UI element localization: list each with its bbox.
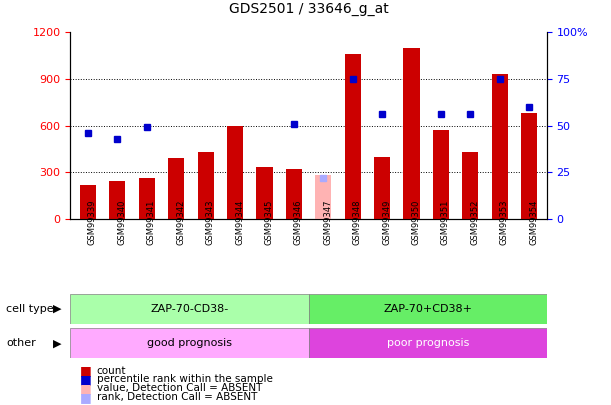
Bar	[315, 175, 331, 219]
Bar	[309, 328, 547, 358]
Text: ■: ■	[79, 364, 91, 377]
Text: GSM99354: GSM99354	[529, 199, 538, 245]
Bar	[345, 54, 360, 219]
Text: value, Detection Call = ABSENT: value, Detection Call = ABSENT	[97, 384, 262, 393]
Text: poor prognosis: poor prognosis	[387, 338, 469, 348]
Text: GSM99351: GSM99351	[441, 199, 450, 245]
Bar	[309, 294, 547, 324]
Text: ZAP-70+CD38+: ZAP-70+CD38+	[383, 304, 472, 314]
Text: GSM99352: GSM99352	[470, 199, 480, 245]
Bar	[463, 152, 478, 219]
Bar	[403, 48, 420, 219]
Bar	[197, 152, 214, 219]
Text: GSM99339: GSM99339	[88, 199, 97, 245]
Text: GSM99340: GSM99340	[117, 199, 126, 245]
Text: GSM99346: GSM99346	[294, 199, 303, 245]
Bar	[433, 130, 449, 219]
Bar	[139, 178, 155, 219]
Text: GDS2501 / 33646_g_at: GDS2501 / 33646_g_at	[229, 2, 389, 16]
Text: ■: ■	[79, 382, 91, 395]
Bar	[109, 181, 125, 219]
Text: GSM99344: GSM99344	[235, 199, 244, 245]
Bar	[257, 168, 273, 219]
Bar	[80, 185, 96, 219]
Bar	[521, 113, 537, 219]
Bar	[168, 158, 185, 219]
Text: ▶: ▶	[53, 338, 61, 348]
Text: good prognosis: good prognosis	[147, 338, 232, 348]
Text: GSM99350: GSM99350	[412, 199, 420, 245]
Text: rank, Detection Call = ABSENT: rank, Detection Call = ABSENT	[97, 392, 257, 402]
Bar	[70, 294, 309, 324]
Bar	[286, 169, 302, 219]
Text: count: count	[97, 366, 126, 375]
Bar	[374, 157, 390, 219]
Text: GSM99348: GSM99348	[353, 199, 362, 245]
Bar	[70, 328, 309, 358]
Text: GSM99353: GSM99353	[500, 199, 509, 245]
Text: other: other	[6, 338, 36, 348]
Text: GSM99347: GSM99347	[323, 199, 332, 245]
Text: ZAP-70-CD38-: ZAP-70-CD38-	[150, 304, 229, 314]
Text: GSM99349: GSM99349	[382, 199, 391, 245]
Text: ■: ■	[79, 373, 91, 386]
Text: GSM99343: GSM99343	[205, 199, 214, 245]
Text: percentile rank within the sample: percentile rank within the sample	[97, 375, 273, 384]
Text: cell type: cell type	[6, 304, 54, 314]
Text: ▶: ▶	[53, 304, 61, 314]
Bar	[492, 75, 508, 219]
Bar	[227, 126, 243, 219]
Text: ■: ■	[79, 391, 91, 404]
Text: GSM99342: GSM99342	[176, 199, 185, 245]
Text: GSM99341: GSM99341	[147, 199, 156, 245]
Text: GSM99345: GSM99345	[265, 199, 274, 245]
